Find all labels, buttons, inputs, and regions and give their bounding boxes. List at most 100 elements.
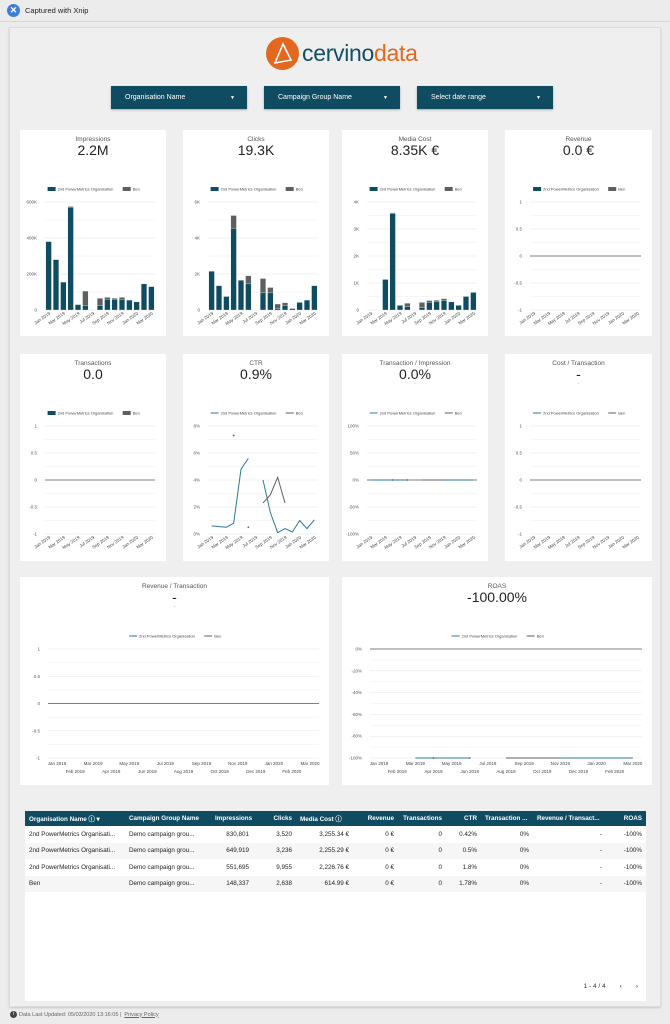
bar [104,297,111,300]
legend-swatch [47,411,56,415]
x-tick-label: Sep 2019 [192,761,212,766]
last-updated: Data Last Updated: 05/03/2020 13:16:05 | [19,1011,122,1018]
column-header[interactable]: Campaign Group Name [125,811,211,826]
legend-swatch [47,187,56,191]
y-tick-label: -80% [351,734,362,739]
legend-swatch [122,411,131,415]
y-tick-label: -1 [36,756,40,761]
column-header[interactable]: Transaction ... [481,811,533,826]
y-tick-label: 4% [193,478,200,483]
card-comparison: - [255,381,257,387]
info-icon: i [10,1011,17,1018]
x-tick-label: May 2019 [442,761,462,766]
table-row: 2nd PowerMetrics Organisati... Demo campa… [25,842,646,859]
table-cell: 0 € [385,863,394,871]
x-tick-label: May 2019 [119,761,139,766]
column-header[interactable]: Media Cost ⓘ [296,811,353,826]
bar [82,305,89,311]
logo-text-data: data [374,40,418,66]
x-tick-label: Apr 2019 [102,769,121,774]
campaign-group-filter[interactable]: Campaign Group Name ▼ [264,86,400,109]
column-header[interactable]: CTR [446,811,481,826]
table-cell: - [533,875,606,892]
next-page-icon[interactable]: › [635,983,638,990]
card-title: Revenue / Transaction [141,583,208,590]
bar [470,292,477,311]
y-tick-label: 50% [350,451,359,456]
table-cell: 0% [481,875,533,892]
x-tick-label: Dec 2019 [569,769,589,774]
column-header[interactable]: Revenue [353,811,398,826]
x-tick-label: Mar 2020 [621,534,640,549]
column-header[interactable]: Transactions [398,811,446,826]
y-tick-label: 0 [34,308,37,313]
x-tick-label: Mar 2020 [457,534,476,549]
y-tick-label: 6K [194,200,200,205]
column-header[interactable]: Clicks [253,811,296,826]
privacy-policy-link[interactable]: Privacy Policy [124,1011,159,1018]
x-tick-label: Jan 2019 [48,761,67,766]
chart: 2nd PowerMetrics Organisation Ben -1 -0.5 0 0… [514,411,641,550]
y-tick-label: 0 [197,308,200,313]
table-cell: Demo campaign grou... [129,830,195,838]
card-value: 0.0 [83,366,103,382]
y-tick-label: -0.5 [514,505,522,510]
column-header[interactable]: Revenue / Transact... [533,811,606,826]
x-tick-label: May 2019 [547,534,566,550]
card-value: 8.35K € [390,142,440,158]
bar [274,303,281,309]
prev-page-icon[interactable]: ‹ [619,983,622,990]
table-cell: -100% [606,875,646,892]
table-cell: 2nd PowerMetrics Organisati... [25,842,125,859]
table-row: 2nd PowerMetrics Organisati... Demo campa… [25,859,646,876]
bar [282,302,288,306]
x-tick-label: Nov 2019 [551,761,571,766]
bar [404,303,411,307]
card-value: 2.2M [77,142,109,158]
x-tick-label: Mar 2019 [84,761,104,766]
bar [267,292,274,311]
bar [441,298,447,301]
info-icon[interactable]: ⓘ [333,816,342,823]
bar [230,227,237,311]
column-header[interactable]: ROAS [606,811,646,826]
dropdown-arrow-icon: ▼ [230,94,235,101]
table-cell: Demo campaign grou... [129,863,195,871]
chart: 2nd PowerMetrics Organisation Ben -1 -0.5 0 0… [32,634,320,775]
capture-bar: ✕ Captured with Xnip [0,0,670,22]
bar [463,296,469,311]
y-tick-label: 0.5 [31,451,38,456]
date-range-filter[interactable]: Select date range ▼ [417,86,553,109]
pagination: 1 - 4 / 4 ‹ › [584,983,638,990]
organisation-name-filter[interactable]: Organisation Name ▼ [111,86,247,109]
column-header[interactable]: Impressions [211,811,253,826]
x-tick-label: May 2019 [547,310,566,326]
dropdown-arrow-icon: ▼ [536,94,541,101]
bar [141,283,147,311]
bar [53,259,59,311]
legend-label: 2nd PowerMetrics Organisation [380,411,436,416]
x-tick-label: Jul 2019 [479,761,497,766]
column-header[interactable]: Organisation Name ⓘ ▾ [25,811,125,826]
table-cell: 3,520 [276,830,292,838]
bar [419,307,425,311]
card-comparison: - [92,381,94,387]
series-line [262,475,286,504]
table-cell: 2nd PowerMetrics Organisati... [29,830,116,838]
x-tick-label: Sep 2019 [514,761,534,766]
table-cell: 2nd PowerMetrics Organisati... [29,863,116,871]
card-title: Transaction / Impression [379,360,451,367]
bar [104,299,111,311]
scorecard-chart-revenue-transaction: Revenue / Transaction - - 2nd PowerMetric… [20,577,329,785]
bar [389,212,396,214]
table-cell: 649,919 [211,842,253,859]
scorecard-chart-clicks: Clicks 19.3K - 2nd PowerMetrics Organisat… [183,130,329,336]
x-tick-label: Nov 2019 [228,761,248,766]
sort-info-icon[interactable]: ⓘ ▾ [86,816,100,823]
bar [311,285,318,311]
bar [111,299,118,311]
bar [455,305,462,311]
y-tick-label: 0.5 [516,227,523,232]
data-table: Organisation Name ⓘ ▾ Campaign Group Name… [25,811,646,1001]
series-line [211,458,249,528]
